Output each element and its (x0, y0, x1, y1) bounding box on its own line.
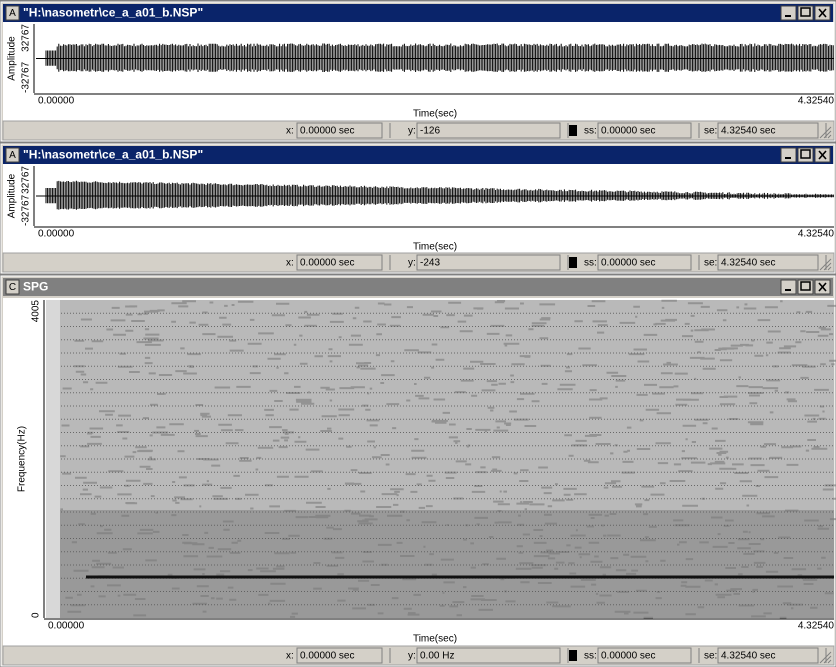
y-tick-label: 32767 (21, 166, 32, 194)
y-tick-label: 32767 (21, 24, 32, 52)
status-label: se: (704, 258, 717, 269)
title-bar (3, 4, 833, 22)
x-axis-label: Time(sec) (413, 634, 457, 645)
status-field (597, 254, 692, 271)
window-icon-letter: C (9, 282, 16, 293)
status-label: se: (704, 126, 717, 137)
minimize-button[interactable] (780, 5, 797, 21)
window-icon-letter: A (9, 150, 16, 161)
minimize-glyph (785, 15, 791, 17)
status-label: y: (408, 126, 416, 137)
resize-grip[interactable] (819, 651, 832, 664)
maximize-glyph (800, 7, 811, 17)
status-label: ss: (584, 126, 597, 137)
y-tick-label: 0 (31, 612, 42, 618)
x-tick-label: 4.32540 (798, 229, 835, 240)
status-label: ss: (584, 258, 597, 269)
x-tick-label: 0.00000 (38, 96, 75, 107)
status-field (296, 254, 383, 271)
window-title: SPG (23, 280, 48, 294)
status-label: ss: (584, 651, 597, 662)
x-tick-label: 4.32540 (798, 621, 835, 632)
status-field (717, 647, 819, 664)
close-glyph (818, 8, 827, 18)
status-field (416, 254, 561, 271)
status-field (597, 647, 692, 664)
status-value: 0.00 Hz (420, 651, 454, 662)
minimize-glyph (785, 157, 791, 159)
close-glyph (818, 150, 827, 160)
status-value: 0.00000 sec (300, 651, 355, 662)
status-field (416, 122, 561, 139)
selection-indicator (569, 257, 577, 268)
x-tick-label: 4.32540 (798, 96, 835, 107)
selection-indicator (569, 125, 577, 136)
window: C SPG Frequency(Hz) 4005 0 0.00000 4.32540 Time… (0, 275, 836, 667)
resize-grip[interactable] (819, 126, 832, 139)
y-axis-label: Frequency(Hz) (17, 426, 28, 492)
window-title: "H:\nasometr\ce_a_a01_b.NSP" (23, 6, 203, 20)
maximize-glyph (800, 281, 811, 291)
y-tick-label: 4005 (31, 300, 42, 323)
plot-area (3, 22, 834, 125)
status-value: 0.00000 sec (601, 651, 656, 662)
status-field (717, 122, 819, 139)
title-bar (3, 278, 833, 296)
x-axis-label: Time(sec) (413, 242, 457, 253)
waveform (45, 43, 834, 72)
y-axis-label: Amplitude (7, 36, 18, 81)
status-value: 0.00000 sec (300, 258, 355, 269)
status-value: 0.00000 sec (300, 126, 355, 137)
status-value: 0.00000 sec (601, 258, 656, 269)
status-field (416, 647, 561, 664)
y-axis-label: Amplitude (7, 173, 18, 218)
minimize-glyph (785, 289, 791, 291)
window-title: "H:\nasometr\ce_a_a01_b.NSP" (23, 148, 203, 162)
spectrogram-texture (60, 299, 836, 619)
y-tick-label: -32767 (21, 61, 32, 93)
y-tick-label: -32767 (21, 194, 32, 226)
status-label: y: (408, 651, 416, 662)
window: A "H:\nasometr\ce_a_a01_b.NSP" Amplitude 32… (0, 1, 836, 142)
onset (46, 300, 60, 618)
status-field (296, 647, 383, 664)
x-axis-label: Time(sec) (413, 109, 457, 120)
status-label: se: (704, 651, 717, 662)
window: A "H:\nasometr\ce_a_a01_b.NSP" Amplitude 32… (0, 143, 836, 274)
status-label: x: (286, 651, 294, 662)
x-tick-label: 0.00000 (38, 229, 75, 240)
maximize-glyph (800, 149, 811, 159)
plot-area (3, 164, 834, 258)
spectrogram-low (58, 510, 834, 618)
x-tick-label: 0.00000 (48, 621, 85, 632)
status-field (296, 122, 383, 139)
close-glyph (818, 282, 827, 292)
status-label: y: (408, 258, 416, 269)
selection-indicator (569, 650, 577, 661)
status-value: 0.00000 sec (601, 126, 656, 137)
window-icon (5, 147, 20, 163)
status-field (597, 122, 692, 139)
window-icon (5, 5, 20, 21)
status-value: -126 (420, 126, 440, 137)
window-icon (5, 279, 20, 295)
window-icon-letter: A (9, 8, 16, 19)
status-label: x: (286, 126, 294, 137)
status-value: 4.32540 sec (721, 126, 776, 137)
status-value: -243 (420, 258, 440, 269)
minimize-button[interactable] (780, 279, 797, 295)
resize-grip[interactable] (819, 258, 832, 271)
minimize-button[interactable] (780, 147, 797, 163)
status-field (717, 254, 819, 271)
status-value: 4.32540 sec (721, 258, 776, 269)
status-label: x: (286, 258, 294, 269)
status-value: 4.32540 sec (721, 651, 776, 662)
title-bar (3, 146, 833, 164)
